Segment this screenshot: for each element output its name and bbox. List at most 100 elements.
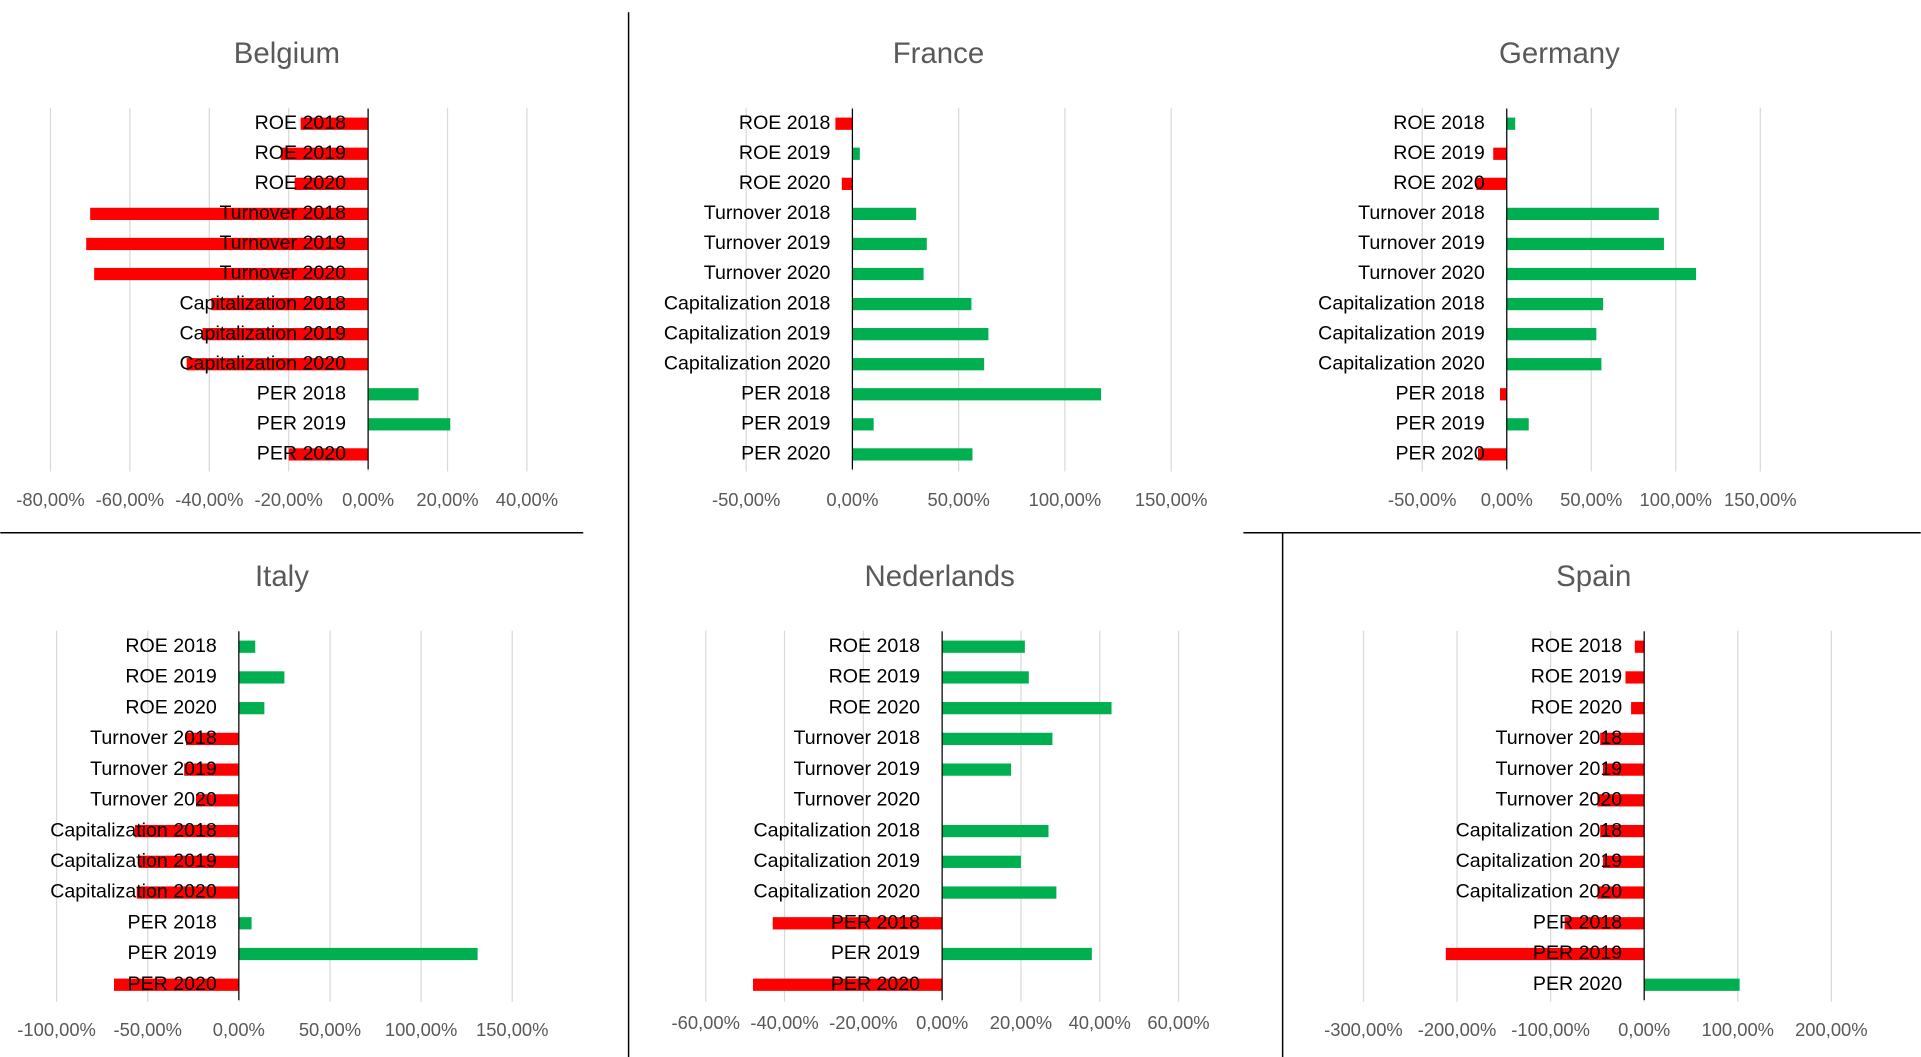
category-label: ROE 2018: [1393, 112, 1485, 134]
chart-title: Nederlands: [865, 560, 1015, 593]
category-label: Capitalization 2020: [664, 352, 831, 374]
category-label: Capitalization 2018: [50, 819, 217, 841]
category-label: PER 2020: [1533, 973, 1622, 995]
category-label: Turnover 2018: [219, 202, 346, 224]
category-label: Capitalization 2020: [1456, 881, 1623, 903]
category-label: Capitalization 2019: [1318, 322, 1485, 344]
category-label: ROE 2018: [739, 112, 831, 134]
category-label: Capitalization 2020: [754, 881, 921, 903]
category-label: ROE 2020: [1393, 172, 1485, 194]
category-label: Turnover 2018: [1358, 202, 1485, 224]
bar: [1506, 237, 1664, 251]
category-label: Turnover 2020: [90, 789, 217, 811]
bar: [1600, 824, 1645, 838]
bar: [942, 640, 1025, 653]
bar: [753, 978, 943, 991]
category-label: Turnover 2019: [704, 232, 831, 254]
bar: [852, 237, 927, 251]
bar: [196, 794, 239, 807]
category-label: ROE 2019: [125, 666, 216, 688]
category-label: Turnover 2018: [793, 727, 920, 749]
bar: [942, 671, 1029, 684]
x-tick-label: -200,00%: [1418, 1019, 1497, 1040]
bar: [1634, 640, 1645, 653]
bar: [852, 297, 972, 311]
bar: [211, 297, 369, 311]
bar: [1564, 917, 1645, 930]
category-label: ROE 2019: [1393, 142, 1484, 164]
x-tick-label: 0,00%: [213, 1019, 265, 1040]
bar: [772, 917, 943, 930]
bar: [238, 671, 285, 684]
category-label: Turnover 2020: [704, 262, 831, 284]
category-label: Capitalization 2019: [50, 850, 217, 872]
category-label: Capitalization 2019: [664, 322, 831, 344]
x-tick-label: 0,00%: [826, 489, 878, 510]
chart-title: Spain: [1556, 560, 1631, 593]
bar: [280, 147, 369, 160]
category-label: Turnover 2020: [219, 262, 346, 284]
x-tick-label: -40,00%: [750, 1012, 818, 1033]
category-label: PER 2020: [1395, 443, 1484, 465]
category-label: ROE 2018: [125, 635, 217, 657]
x-tick-label: 150,00%: [1724, 489, 1796, 510]
category-label: PER 2019: [831, 942, 920, 964]
bar: [852, 418, 874, 431]
category-label: PER 2019: [1533, 942, 1622, 964]
x-tick-label: 50,00%: [1560, 489, 1622, 510]
category-label: PER 2020: [128, 973, 217, 995]
category-label: PER 2018: [1395, 382, 1484, 404]
category-label: Turnover 2019: [1496, 758, 1623, 780]
category-label: Turnover 2018: [90, 727, 217, 749]
bar: [1506, 117, 1516, 130]
category-label: PER 2018: [128, 911, 217, 933]
bar: [942, 763, 1012, 776]
bar: [288, 448, 369, 461]
category-label: Capitalization 2019: [754, 850, 921, 872]
bar: [238, 917, 252, 930]
bar: [852, 207, 917, 221]
category-label: ROE 2019: [829, 666, 920, 688]
category-label: Turnover 2020: [793, 789, 920, 811]
bar: [1506, 267, 1697, 281]
category-label: Turnover 2018: [704, 202, 831, 224]
bar: [90, 207, 369, 221]
bar: [1644, 978, 1740, 991]
bar: [1603, 855, 1645, 868]
x-tick-label: 50,00%: [928, 489, 990, 510]
category-label: PER 2019: [1395, 413, 1484, 435]
bar: [852, 328, 989, 341]
x-tick-label: 50,00%: [299, 1019, 361, 1040]
bar: [1445, 947, 1645, 961]
category-label: PER 2019: [128, 942, 217, 964]
category-label: ROE 2020: [829, 696, 921, 718]
bar: [294, 177, 369, 190]
x-tick-label: -50,00%: [114, 1019, 182, 1040]
bar: [136, 886, 239, 899]
category-label: Capitalization 2018: [664, 292, 831, 314]
category-label: ROE 2020: [125, 696, 217, 718]
bar: [238, 640, 256, 653]
category-label: Capitalization 2018: [1456, 819, 1623, 841]
bar: [1506, 358, 1602, 371]
x-tick-label: -50,00%: [1388, 489, 1456, 510]
x-tick-label: -60,00%: [96, 489, 164, 510]
x-tick-label: 150,00%: [1135, 489, 1207, 510]
bar: [202, 328, 369, 341]
bar: [186, 358, 369, 371]
x-tick-label: -20,00%: [255, 489, 323, 510]
bar: [138, 855, 239, 868]
bar: [942, 824, 1049, 838]
category-label: PER 2020: [831, 973, 920, 995]
bar: [1478, 448, 1507, 461]
category-label: Turnover 2020: [1358, 262, 1485, 284]
category-label: Turnover 2019: [793, 758, 920, 780]
bar: [1506, 328, 1597, 341]
bar: [1493, 147, 1507, 160]
bar: [835, 117, 853, 130]
category-label: ROE 2018: [255, 112, 347, 134]
x-tick-label: 40,00%: [1069, 1012, 1131, 1033]
bar: [184, 763, 239, 776]
